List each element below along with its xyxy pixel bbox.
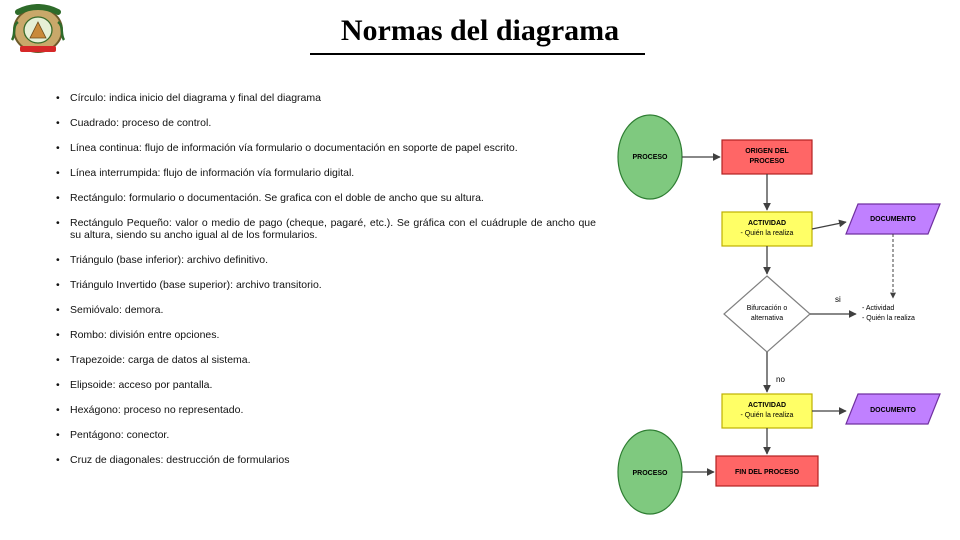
proceso-end-label: PROCESO — [632, 470, 668, 477]
list-item: Cruz de diagonales: destrucción de formu… — [56, 454, 596, 466]
origin-label-1: ORIGEN DEL — [745, 148, 789, 155]
list-item: Pentágono: conector. — [56, 429, 596, 441]
decision-diamond — [724, 276, 810, 352]
list-item: Trapezoide: carga de datos al sistema. — [56, 354, 596, 366]
doc-activity-label-2: - Quién la realiza — [862, 315, 915, 322]
page-title: Normas del diagrama — [0, 14, 960, 48]
list-item: Círculo: indica inicio del diagrama y fi… — [56, 92, 596, 104]
branch-si-label: si — [835, 295, 841, 304]
decision-label-2: alternativa — [751, 315, 783, 322]
list-item: Rectángulo Pequeño: valor o medio de pag… — [56, 217, 596, 241]
title-underline — [310, 53, 645, 55]
document1-label: DOCUMENTO — [870, 216, 916, 223]
activity2-label-1: ACTIVIDAD — [748, 402, 786, 409]
proceso-start-label: PROCESO — [632, 154, 668, 161]
list-item: Hexágono: proceso no representado. — [56, 404, 596, 416]
activity1-label-1: ACTIVIDAD — [748, 220, 786, 227]
list-item: Cuadrado: proceso de control. — [56, 117, 596, 129]
branch-no-label: no — [776, 375, 785, 384]
list-item: Triángulo (base inferior): archivo defin… — [56, 254, 596, 266]
bullet-list: Círculo: indica inicio del diagrama y fi… — [56, 92, 596, 479]
origin-rect — [722, 140, 812, 174]
doc-activity-label-1: - Actividad — [862, 305, 894, 312]
list-item: Rectángulo: formulario o documentación. … — [56, 192, 596, 204]
list-item: Línea continua: flujo de información vía… — [56, 142, 596, 154]
fin-label: FIN DEL PROCESO — [735, 469, 800, 476]
activity2-label-2: - Quién la realiza — [741, 412, 794, 419]
list-item: Elipsoide: acceso por pantalla. — [56, 379, 596, 391]
origin-label-2: PROCESO — [749, 158, 785, 165]
arrow — [812, 222, 846, 229]
activity-rect-1 — [722, 212, 812, 246]
list-item: Línea interrumpida: flujo de información… — [56, 167, 596, 179]
activity1-label-2: - Quién la realiza — [741, 230, 794, 237]
document2-label: DOCUMENTO — [870, 407, 916, 414]
list-item: Triángulo Invertido (base superior): arc… — [56, 279, 596, 291]
list-item: Rombo: división entre opciones. — [56, 329, 596, 341]
activity-rect-2 — [722, 394, 812, 428]
decision-label-1: Bifurcación o — [747, 305, 788, 312]
flowchart-diagram: PROCESO ORIGEN DEL PROCESO ACTIVIDAD - Q… — [610, 92, 950, 522]
list-item: Semióvalo: demora. — [56, 304, 596, 316]
